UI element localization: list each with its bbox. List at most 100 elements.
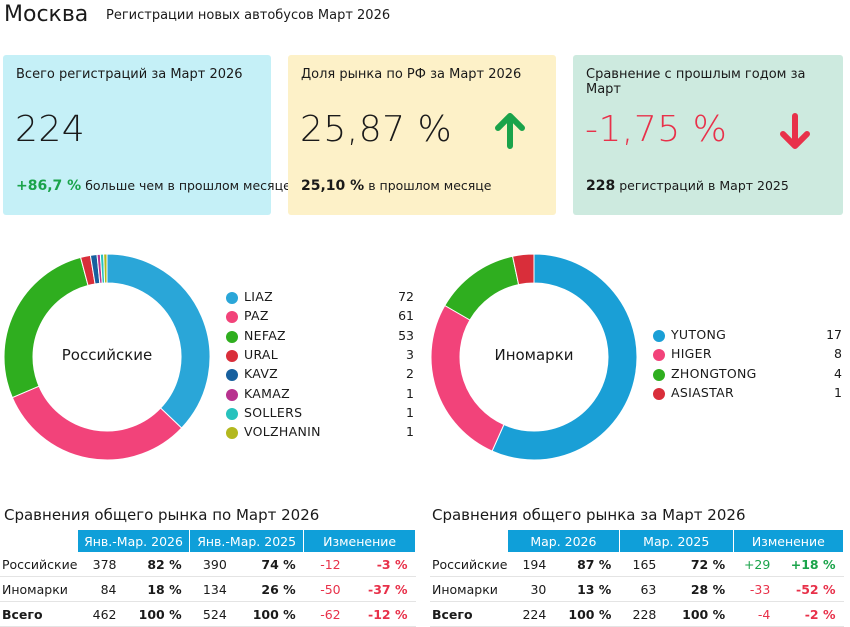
donut-slice-liaz [106, 253, 211, 429]
table-title: Сравнения общего рынка за Март 2026 [432, 506, 746, 524]
table-cell: 390 [189, 552, 235, 577]
legend-label: ZHONGTONG [671, 365, 757, 381]
legend-swatch [653, 330, 665, 342]
kpi-delta-text: больше чем в прошлом месяце [85, 178, 291, 193]
table-cell: 74 % [234, 552, 304, 577]
row-label: Иномарки [0, 576, 78, 602]
legend-label: SOLLERS [244, 404, 303, 420]
donut-center-label: Иномарки [494, 346, 574, 364]
legend-value: 72 [398, 289, 414, 304]
donut-chart-russian [3, 253, 211, 461]
donut-center-label: Российские [61, 346, 153, 364]
legend-swatch [226, 427, 238, 440]
legend-label: NEFAZ [244, 327, 286, 343]
table-cell: -52 % [778, 576, 844, 602]
table-cell: 72 % [664, 552, 734, 577]
legend-item: NEFAZ 53 [226, 328, 414, 348]
kpi-title: Доля рынка по РФ за Март 2026 [301, 67, 522, 82]
table-cell: -12 [303, 552, 349, 577]
table-cell: 26 % [234, 576, 304, 602]
table-cell: 462 [77, 601, 125, 627]
comparison-table-ytd: Янв.-Мар. 2026 Янв.-Мар. 2025 Изменение … [0, 530, 416, 627]
kpi-value: 224 [15, 109, 86, 150]
legend-item: YUTONG 17 [653, 327, 842, 347]
legend-item: LIAZ 72 [226, 289, 414, 309]
table-row: Всего 224 100 % 228 100 % -4 -2 % [430, 601, 844, 627]
legend-item: URAL 3 [226, 347, 414, 367]
table-cell: -2 % [778, 601, 844, 627]
legend-swatch [226, 292, 238, 304]
page-subtitle: Регистрации новых автобусов Март 2026 [106, 8, 391, 23]
comparison-table-month: Мар. 2026 Мар. 2025 Изменение Российские… [430, 530, 845, 627]
table-cell: 100 % [664, 601, 734, 627]
table-cell: 524 [189, 601, 235, 627]
kpi-delta-text: в прошлом месяце [368, 178, 492, 193]
legend-value: 1 [406, 385, 414, 401]
table-row: Всего 462 100 % 524 100 % -62 -12 % [0, 601, 416, 627]
legend-value: 17 [826, 327, 842, 342]
legend-item: SOLLERS 1 [226, 405, 414, 425]
table-header: Изменение [303, 530, 416, 552]
table-cell: 28 % [664, 576, 734, 602]
legend-item: PAZ 61 [226, 308, 414, 328]
table-cell: -50 [303, 576, 349, 602]
legend-value: 2 [406, 366, 414, 382]
table-title: Сравнения общего рынка по Март 2026 [4, 506, 320, 524]
table-cell: +29 [733, 552, 779, 577]
table-cell: 100 % [234, 601, 304, 627]
table-cell: 87 % [554, 552, 620, 577]
donut-slice-volzhanin [103, 253, 108, 284]
legend-label: VOLZHANIN [244, 424, 321, 440]
legend-swatch [226, 311, 238, 324]
legend-label: ASIASTAR [671, 384, 734, 400]
legend-item: KAMAZ 1 [226, 386, 414, 406]
city-title: Москва [4, 2, 89, 27]
table-cell: 63 [619, 576, 665, 602]
table-cell: -33 [733, 576, 779, 602]
donut-slice-paz [11, 385, 183, 461]
kpi-delta: 25,10 % [301, 178, 365, 194]
table-row: Российские 194 87 % 165 72 % +29 +18 % [430, 552, 844, 577]
kpi-delta-text: регистраций в Март 2025 [619, 178, 789, 193]
kpi-footer: 25,10 % в прошлом месяце [301, 178, 491, 194]
table-header: Янв.-Мар. 2025 [189, 530, 305, 552]
legend-swatch [653, 349, 665, 362]
legend-value: 1 [406, 424, 414, 440]
row-label: Российские [430, 552, 508, 577]
table-row: Российские 378 82 % 390 74 % -12 -3 % [0, 552, 416, 577]
table-cell: -37 % [348, 576, 416, 602]
table-cell: 134 [189, 576, 235, 602]
table-cell: -62 [303, 601, 349, 627]
legend-item: VOLZHANIN 1 [226, 424, 414, 444]
table-cell: 84 [77, 576, 125, 602]
legend-swatch [653, 368, 665, 381]
kpi-title: Сравнение с прошлым годом за Март [586, 67, 806, 97]
legend-swatch [226, 407, 238, 420]
table-row: Иномарки 30 13 % 63 28 % -33 -52 % [430, 576, 844, 602]
kpi-title: Всего регистраций за Март 2026 [16, 67, 243, 82]
table-cell: 18 % [124, 576, 190, 602]
kpi-value: -1,75 % [585, 109, 728, 150]
donut-chart-foreign [430, 253, 638, 461]
legend-label: YUTONG [671, 327, 727, 342]
table-cell: 82 % [124, 552, 190, 577]
kpi-footer: 228 регистраций в Март 2025 [586, 178, 789, 194]
legend-item: ZHONGTONG 4 [653, 366, 842, 386]
row-label: Всего [0, 601, 78, 627]
legend-label: KAMAZ [244, 385, 290, 401]
table-cell: -12 % [348, 601, 416, 627]
kpi-value: 25,87 % [300, 109, 453, 150]
row-label: Российские [0, 552, 78, 577]
table-header: Изменение [733, 530, 845, 552]
legend-value: 53 [398, 327, 414, 343]
table-cell: 165 [619, 552, 665, 577]
table-cell: 224 [507, 601, 555, 627]
table-corner [430, 530, 508, 552]
legend-value: 8 [834, 346, 842, 362]
legend-label: LIAZ [244, 289, 273, 304]
legend-label: KAVZ [244, 366, 279, 382]
table-cell: -3 % [348, 552, 416, 577]
legend-value: 4 [834, 365, 842, 381]
arrow-up-icon [495, 113, 525, 149]
arrow-down-icon [780, 113, 810, 149]
